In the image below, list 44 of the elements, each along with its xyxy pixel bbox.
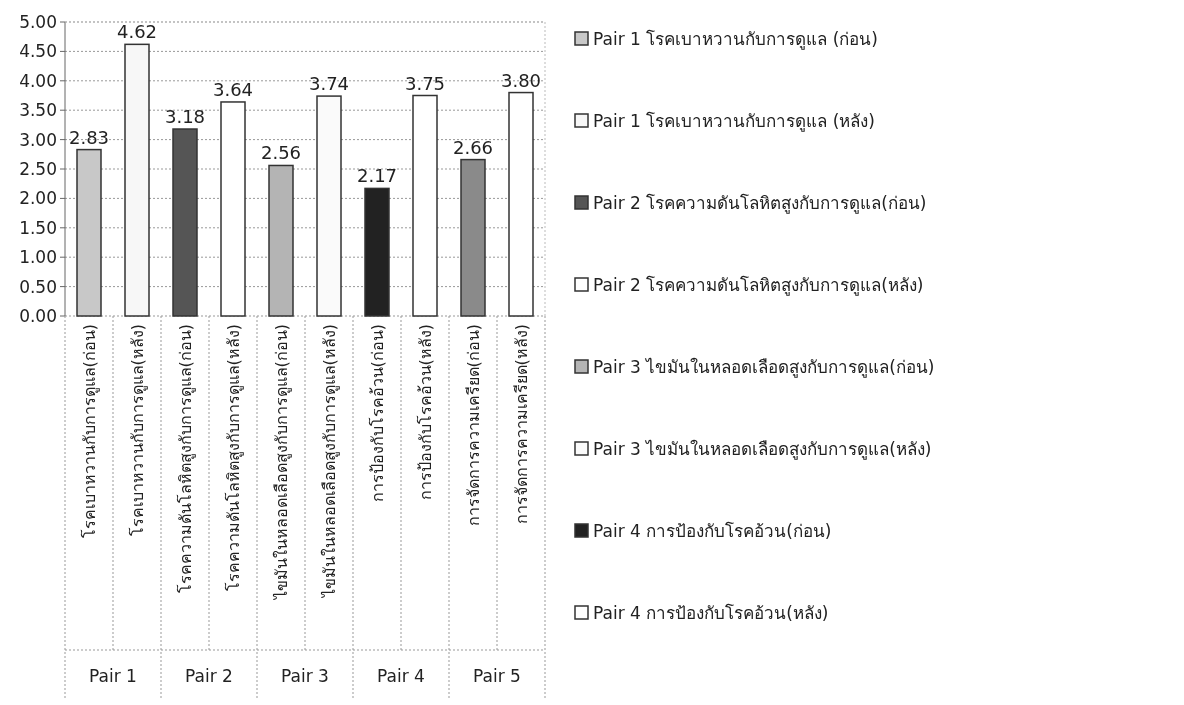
legend-label: Pair 2 โรคความดันโลหิตสูงกับการดูแล(หลัง)	[593, 275, 924, 296]
data-label: 3.18	[164, 106, 206, 128]
y-tick-label: 5.00	[19, 12, 57, 32]
data-label: 2.83	[68, 126, 110, 148]
data-label: 4.62	[116, 21, 158, 43]
legend-label: Pair 4 การป้องกับโรคอ้วน(ก่อน)	[593, 521, 832, 541]
text: Pair 4	[377, 666, 425, 686]
text: Pair 1	[89, 666, 137, 686]
x-tick-label: โรคความดันโลหิตสูงกับการดูแล(ก่อน)	[176, 324, 196, 594]
data-label: 3.74	[308, 73, 350, 95]
text: Pair 2	[185, 666, 233, 686]
y-tick-label: 3.50	[19, 100, 57, 121]
legend-label: Pair 3 ไขมันในหลอดเลือดสูงกับการดูแล(ก่อน)	[593, 357, 935, 378]
legend-label: Pair 2 โรคความดันโลหิตสูงกับการดูแล(ก่อน)	[593, 193, 927, 214]
data-label: 2.66	[452, 136, 494, 158]
legend-label: Pair 1 โรคเบาหวานกับการดูแล (ก่อน)	[593, 29, 878, 50]
y-tick-label: 2.50	[19, 159, 57, 179]
text: Pair 3	[281, 666, 329, 686]
x-tick-label: การจัดการความเครียด(หลัง)	[512, 324, 531, 525]
y-tick-label: 4.50	[19, 41, 57, 62]
x-tick-label: โรคเบาหวานกับการดูแล(หลัง)	[128, 324, 148, 537]
text: Pair 5	[473, 666, 521, 686]
data-label: 2.17	[356, 165, 398, 187]
data-label: 3.75	[404, 72, 446, 94]
x-tick-label: ไขมันในหลอดเลือดสูงกับการดูแล(หลัง)	[320, 324, 340, 600]
x-tick-label: การป้องกับโรคอ้วน(หลัง)	[416, 324, 435, 501]
y-tick-label: 3.00	[19, 129, 57, 150]
x-tick-label: การป้องกับโรคอ้วน(ก่อน)	[368, 324, 387, 503]
y-tick-label: 2.00	[19, 188, 57, 209]
y-tick-label: 0.50	[19, 276, 57, 297]
data-label: 3.80	[500, 69, 542, 91]
x-tick-label: โรคเบาหวานกับการดูแล(ก่อน)	[80, 324, 100, 539]
legend-label: Pair 4 การป้องกับโรคอ้วน(หลัง)	[593, 603, 829, 623]
legend-label: Pair 1 โรคเบาหวานกับการดูแล (หลัง)	[593, 111, 875, 132]
x-tick-label: การจัดการความเครียด(ก่อน)	[464, 324, 483, 527]
data-label: 2.56	[260, 142, 302, 164]
y-tick-label: 4.00	[19, 70, 57, 91]
y-tick-label: 1.50	[19, 217, 57, 238]
y-tick-label: 1.00	[19, 247, 57, 268]
x-tick-label: โรคความดันโลหิตสูงกับการดูแล(หลัง)	[224, 324, 244, 592]
legend-label: Pair 3 ไขมันในหลอดเลือดสูงกับการดูแล(หลัง)	[593, 439, 932, 460]
y-tick-label: 0.00	[19, 306, 57, 326]
x-tick-label: ไขมันในหลอดเลือดสูงกับการดูแล(ก่อน)	[272, 324, 292, 602]
data-label: 3.64	[212, 78, 254, 100]
